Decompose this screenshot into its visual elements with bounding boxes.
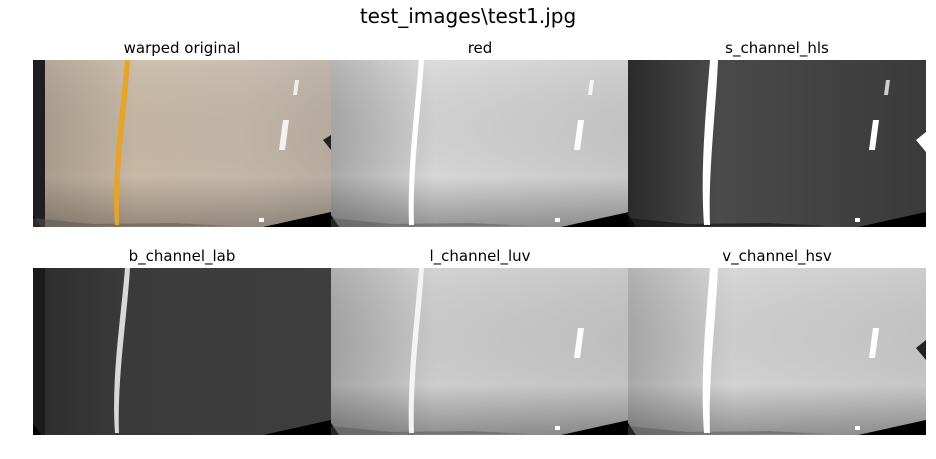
panel-s-channel-hls: s_channel_hls <box>628 39 926 227</box>
v-channel-hsv-image <box>628 268 926 435</box>
red-channel-image <box>331 60 629 227</box>
panel-title: b_channel_lab <box>128 247 236 265</box>
panel-b-channel-lab: b_channel_lab <box>33 247 331 435</box>
panel-l-channel-luv: l_channel_luv <box>331 247 629 435</box>
panel-title: warped original <box>123 39 241 57</box>
warped-original-image <box>33 60 331 227</box>
panel-title: red <box>467 39 493 57</box>
b-channel-lab-image <box>33 268 331 435</box>
panel-red: red <box>331 39 629 227</box>
panel-title: s_channel_hls <box>725 39 829 57</box>
panel-title: v_channel_hsv <box>722 247 832 265</box>
panel-title: l_channel_luv <box>429 247 531 265</box>
figure-title: test_images\test1.jpg <box>359 4 577 28</box>
l-channel-luv-image <box>331 268 629 435</box>
s-channel-hls-image <box>628 60 926 227</box>
panel-v-channel-hsv: v_channel_hsv <box>628 247 926 435</box>
panel-warped-original: warped original <box>33 39 331 227</box>
